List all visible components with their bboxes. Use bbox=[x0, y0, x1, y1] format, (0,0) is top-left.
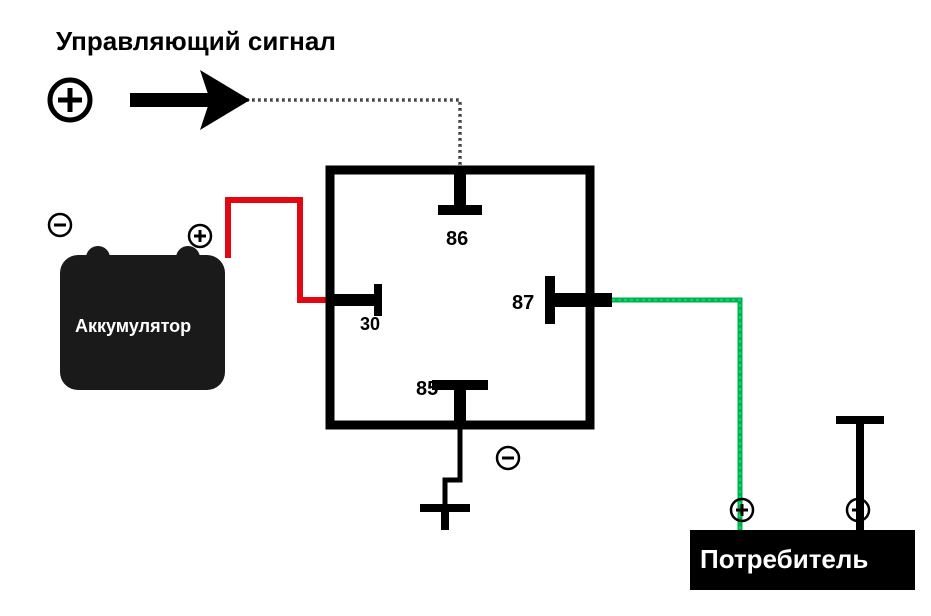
pin-85 bbox=[432, 385, 488, 425]
pin85-ground-wire bbox=[445, 425, 460, 505]
consumer-label: Потребитель bbox=[700, 544, 868, 575]
relay-wiring-diagram bbox=[0, 0, 931, 616]
battery-positive-wire bbox=[228, 200, 330, 300]
battery-terminal-left bbox=[86, 246, 110, 270]
control-signal-plus-icon bbox=[50, 80, 90, 120]
pin-87-label: 87 bbox=[512, 292, 534, 315]
consumer-ground-icon bbox=[836, 420, 884, 530]
pin-87 bbox=[550, 276, 612, 324]
title-label: Управляющий сигнал bbox=[56, 26, 336, 57]
consumer-wire bbox=[612, 300, 740, 530]
arrow-icon bbox=[130, 70, 250, 130]
pin85-minus-icon bbox=[497, 447, 519, 469]
battery-label: Аккумулятор bbox=[75, 316, 191, 337]
pin-30 bbox=[330, 284, 378, 316]
pin-86 bbox=[438, 170, 482, 210]
pin85-ground-icon bbox=[420, 508, 470, 530]
battery-minus-icon bbox=[49, 214, 71, 236]
pin-30-label: 30 bbox=[360, 314, 380, 335]
battery-plus-icon bbox=[189, 225, 211, 247]
pin-86-label: 86 bbox=[446, 228, 468, 251]
control-signal-wire bbox=[240, 100, 460, 170]
battery-terminal-right bbox=[176, 246, 200, 270]
pin-85-label: 85 bbox=[416, 378, 438, 401]
